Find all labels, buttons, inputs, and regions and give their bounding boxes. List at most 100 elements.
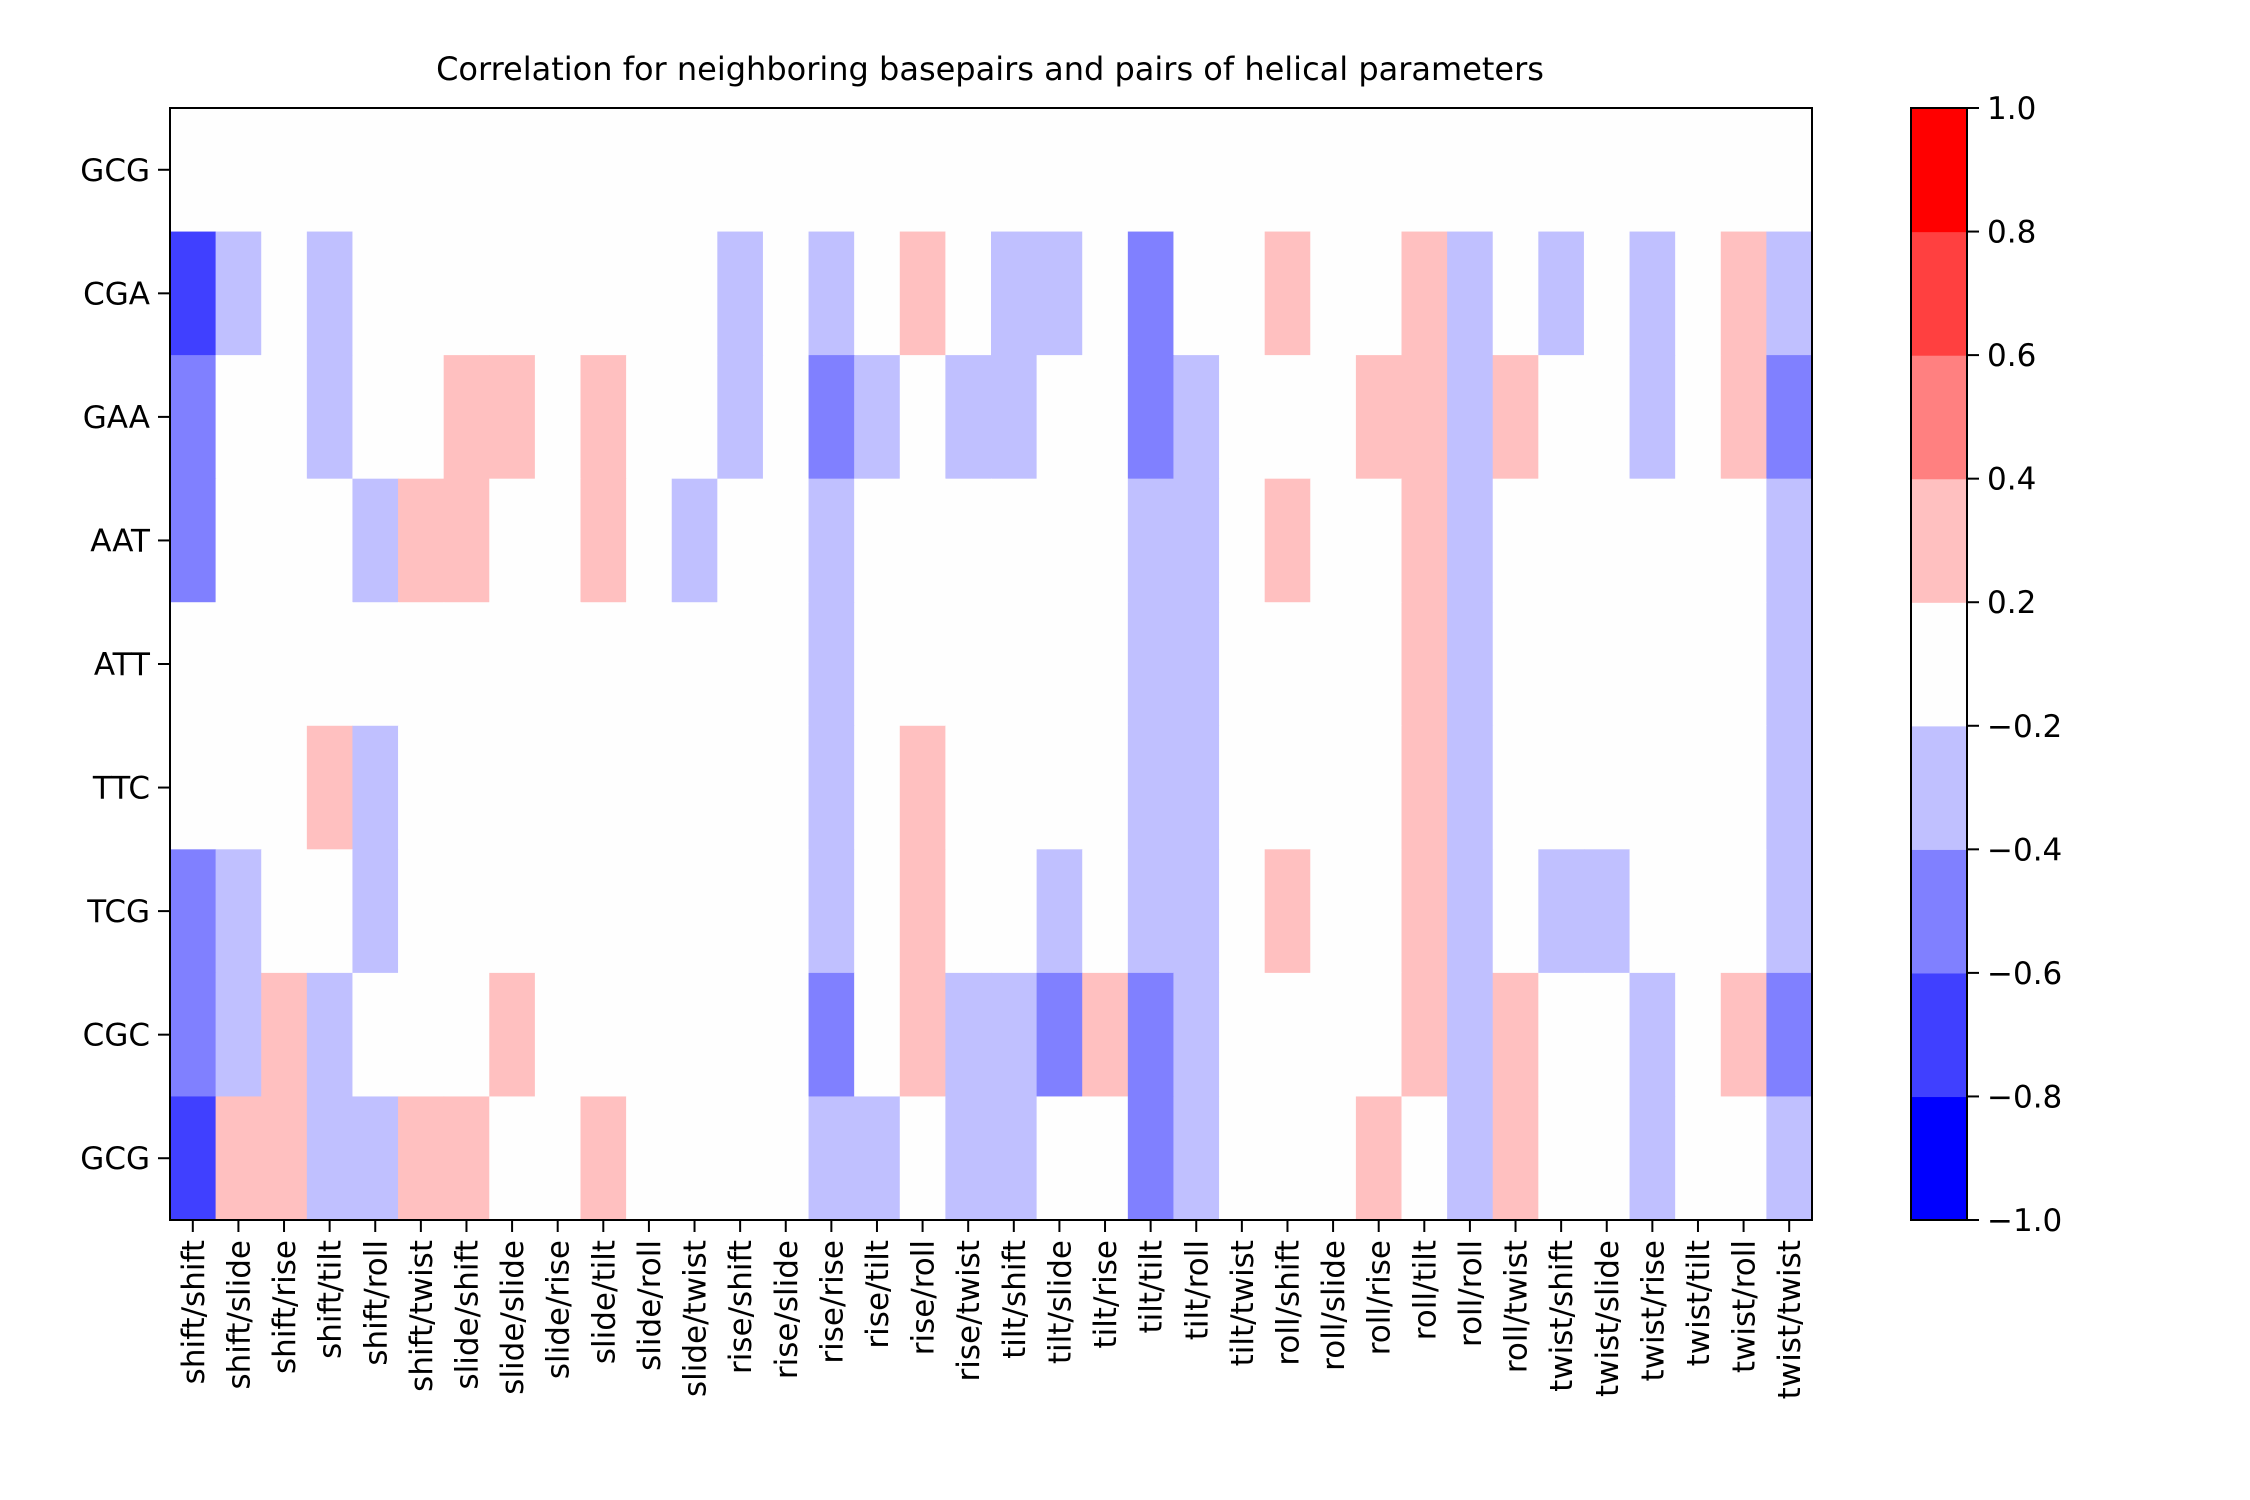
heatmap-cell (1583, 725, 1631, 850)
colorbar-segment (1911, 1096, 1967, 1221)
heatmap-cell (580, 725, 627, 850)
heatmap-cell (762, 1096, 810, 1221)
heatmap-cell (1492, 725, 1539, 850)
heatmap-cell (1082, 602, 1129, 727)
heatmap-cell (1310, 108, 1357, 233)
heatmap-cell (1629, 849, 1676, 974)
heatmap-cell (1538, 355, 1585, 480)
heatmap-cell (215, 1096, 262, 1221)
heatmap-cell (1173, 602, 1220, 727)
heatmap-cell (1447, 725, 1494, 850)
heatmap-cell (1401, 231, 1448, 356)
heatmap-cell (170, 478, 217, 603)
heatmap-cell (534, 849, 582, 974)
x-tick-label: shift/twist (404, 1240, 440, 1392)
heatmap-cell (443, 1096, 490, 1221)
heatmap-cell (1675, 355, 1722, 480)
heatmap-cell (1127, 478, 1175, 603)
heatmap-cell (443, 849, 490, 974)
heatmap-cell (1036, 108, 1083, 233)
heatmap-cell (398, 849, 445, 974)
heatmap-cell (1355, 725, 1403, 850)
heatmap-cell (1310, 231, 1357, 356)
heatmap-cell (215, 478, 262, 603)
heatmap-cell (170, 108, 217, 233)
heatmap-cell (1127, 972, 1175, 1098)
heatmap-cell (261, 725, 308, 850)
heatmap-cell (717, 972, 764, 1098)
heatmap-cell (1173, 725, 1220, 850)
heatmap-cell (352, 108, 399, 233)
heatmap-cell (215, 725, 262, 850)
heatmap-cell (1492, 478, 1539, 603)
heatmap-cell (1447, 972, 1494, 1098)
heatmap-cell (671, 108, 718, 233)
heatmap-cell (170, 1096, 217, 1221)
heatmap-cell (854, 602, 901, 727)
x-tick-label: tilt/roll (1179, 1240, 1215, 1340)
heatmap-cell (306, 231, 354, 356)
heatmap-cell (215, 602, 262, 727)
heatmap-cell (1675, 602, 1722, 727)
heatmap-cell (580, 355, 627, 480)
heatmap-cell (1173, 478, 1220, 603)
heatmap-cell (1766, 231, 1813, 356)
heatmap-cell (1720, 725, 1767, 850)
x-tick-label: twist/tilt (1681, 1240, 1717, 1366)
heatmap-cell (991, 478, 1038, 603)
heatmap-cell (1127, 1096, 1175, 1221)
heatmap-cell (1629, 231, 1676, 356)
heatmap-cell (808, 355, 855, 480)
heatmap-cell (1082, 725, 1129, 850)
heatmap-cell (580, 231, 627, 356)
heatmap-cell (352, 602, 399, 727)
heatmap-cell (1720, 602, 1767, 727)
x-axis: shift/shift shift/slide shift/rise shift/ti… (176, 1220, 1808, 1399)
chart-title: Correlation for neighboring basepairs an… (436, 50, 1544, 88)
heatmap-cell (1355, 478, 1403, 603)
x-tick-label: roll/roll (1453, 1240, 1489, 1347)
y-tick-label: TTC (92, 771, 150, 807)
x-tick-label: roll/rise (1362, 1240, 1398, 1355)
heatmap-cell (1219, 725, 1266, 850)
heatmap-cell (1219, 478, 1266, 603)
x-tick-label: slide/tilt (586, 1240, 622, 1364)
heatmap-cell (1447, 231, 1494, 356)
x-tick-label: tilt/twist (1225, 1240, 1261, 1366)
heatmap-cell (854, 725, 901, 850)
heatmap-cell (1310, 849, 1357, 974)
heatmap-cell (1629, 602, 1676, 727)
heatmap-cell (443, 725, 490, 850)
heatmap-cell (854, 355, 901, 480)
heatmap-cell (170, 725, 217, 850)
heatmap-cell (1583, 231, 1631, 356)
heatmap-cell (1583, 972, 1631, 1098)
heatmap-cell (1264, 231, 1311, 356)
heatmap-cell (945, 478, 992, 603)
x-tick-label: rise/rise (814, 1240, 850, 1364)
heatmap-cell (671, 972, 718, 1098)
heatmap-cell (1264, 725, 1311, 850)
colorbar-tick-label: −1.0 (1987, 1203, 2062, 1239)
heatmap-cell (1538, 602, 1585, 727)
heatmap-cell (306, 602, 354, 727)
heatmap-cell (1675, 849, 1722, 974)
heatmap-cell (1675, 478, 1722, 603)
heatmap-cell (398, 231, 445, 356)
heatmap-cell (1036, 1096, 1083, 1221)
heatmap-cell (945, 602, 992, 727)
heatmap-cell (717, 602, 764, 727)
heatmap-cell (1538, 972, 1585, 1098)
heatmap-cell (443, 355, 490, 480)
x-tick-label: slide/slide (495, 1240, 531, 1395)
heatmap-cell (1538, 478, 1585, 603)
heatmap-cell (1492, 849, 1539, 974)
heatmap-cell (443, 231, 490, 356)
heatmap-cell (1173, 108, 1220, 233)
heatmap-cell (762, 478, 810, 603)
heatmap-cell (352, 231, 399, 356)
heatmap-cell (1447, 849, 1494, 974)
y-tick-label: GCG (80, 153, 150, 189)
heatmap-cell (1583, 478, 1631, 603)
